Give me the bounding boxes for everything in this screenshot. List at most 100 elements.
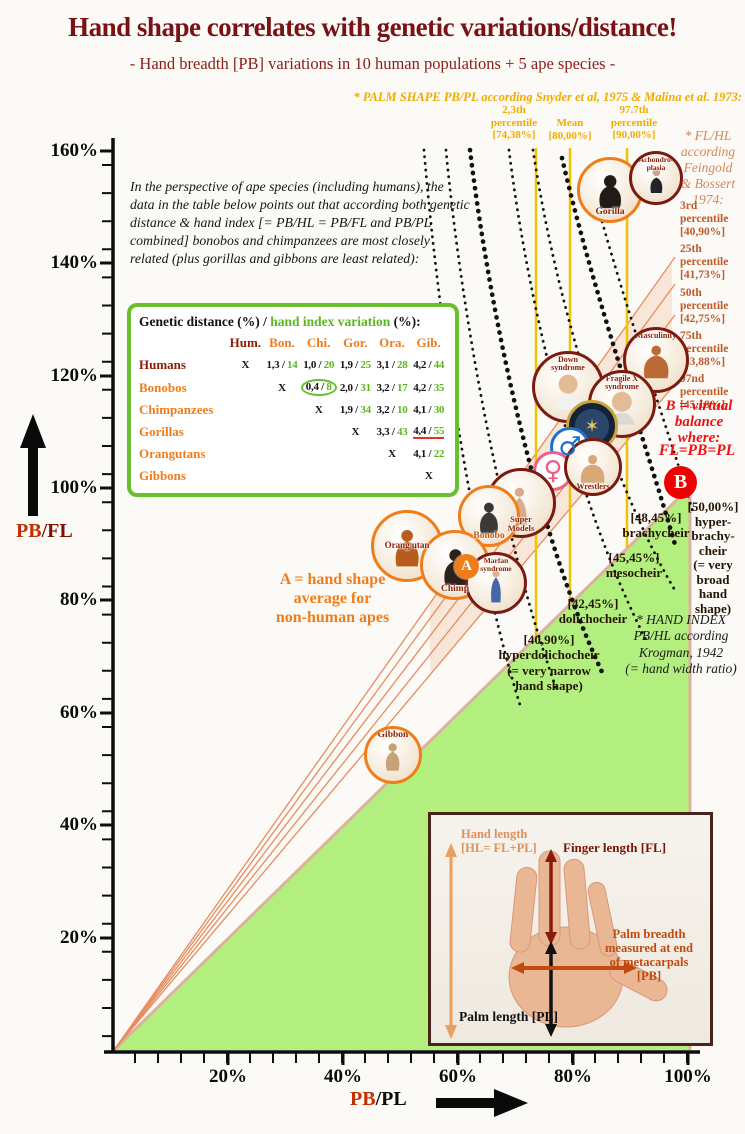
x-axis	[104, 1050, 700, 1065]
palm-length-arrow-icon	[545, 941, 557, 1037]
inset-hand-length-label: Hand length [HL= FL+PL]	[461, 827, 537, 855]
col-header-bon: Bon.	[269, 335, 295, 350]
y-tick-40: 40%	[60, 814, 98, 835]
row-label-gibbons: Gibbons	[139, 468, 186, 483]
a-note: A = hand shape average for non-human ape…	[275, 571, 390, 627]
table-cell-bonobo-chimp-circled: 0,4 / 8	[300, 379, 337, 396]
table-cell: 3,3 / 43	[376, 426, 408, 438]
gorilla-icon	[599, 175, 621, 209]
bubble-bonobo: Bonobo	[458, 485, 520, 547]
fl-hl-percentile-3rd: 3rd percentile [40,90%]	[680, 200, 729, 239]
table-cell: X	[388, 448, 396, 460]
hand-index-brachycheir: [48,45%] brachycheir	[622, 510, 690, 540]
y-axis-arrow-icon	[20, 414, 46, 516]
row-label-chimpanzees: Chimpanzees	[139, 402, 214, 417]
col-header-ora: Ora.	[379, 335, 405, 350]
hand-index-mesocheir: [45,45%] mesocheir	[605, 550, 663, 580]
table-cell: X	[278, 381, 286, 394]
table-cell: 1,9 / 25	[339, 359, 371, 371]
finger-length-arrow-icon	[545, 849, 557, 945]
row-label-bonobos: Bonobos	[139, 379, 187, 395]
page-subtitle: - Hand breadth [PB] variations in 10 hum…	[129, 54, 616, 73]
inset-finger-length-label: Finger length [FL]	[563, 840, 667, 855]
inset-palm-breadth-label: Palm breadth measured at end of metacarp…	[605, 927, 693, 983]
fl-hl-percentile-25th: 25th percentile [41,73%]	[680, 243, 729, 282]
x-tick-20: 20%	[209, 1066, 247, 1087]
y-tick-160: 160%	[50, 140, 99, 161]
fl-hl-percentile-75th: 75th percentile [43,88%]	[680, 330, 729, 369]
presidential-seal-icon: ✶	[584, 415, 600, 437]
male-icon: ♂	[558, 432, 582, 462]
gibbon-icon	[386, 743, 400, 772]
genetic-distance-table: Genetic distance (%) / hand index variat…	[127, 303, 459, 497]
hand-diagram	[445, 843, 668, 1039]
bubble-achondroplasia: Achondro- plasia	[629, 151, 683, 205]
table-cell-gorilla-gibbon-underlined: 4,4 / 55	[413, 425, 445, 439]
page-title: Hand shape correlates with genetic varia…	[68, 12, 677, 42]
row-label-humans: Humans	[139, 357, 186, 372]
col-header-chi: Chi.	[306, 335, 331, 350]
table-cell: 3,2 / 10	[376, 404, 408, 416]
fl-hl-percentile-97nd: 97nd percentile [45,18%]	[680, 373, 729, 412]
palm-shape-p97-label: 97.7th percentile [90,00%]	[610, 104, 658, 142]
x-tick-60: 60%	[439, 1066, 477, 1087]
x-tick-40: 40%	[324, 1066, 362, 1087]
y-tick-100: 100%	[50, 477, 99, 498]
hand-index-hyperdolichocheir-note: (= very narrow hand shape)	[507, 663, 591, 693]
marker-a: A	[454, 554, 479, 579]
col-header-gib: Gib.	[416, 335, 441, 350]
table-cell: 1,9 / 34	[339, 404, 371, 416]
y-tick-20: 20%	[60, 927, 98, 948]
table-cell: X	[314, 404, 323, 416]
col-header-hum: Hum.	[229, 335, 262, 350]
hand-index-dolichocheir: [42,45%] dolichocheir	[558, 596, 628, 626]
palm-shape-p2-label: 2,3th percentile [74,38%]	[490, 104, 538, 142]
palm-shape-heading: * PALM SHAPE PB/PL according Snyder et a…	[353, 90, 742, 104]
bonobo-icon	[480, 502, 498, 534]
table-cell: 1,0 / 20	[303, 359, 335, 371]
inset-palm-length-label: Palm length [PL]	[459, 1009, 558, 1024]
hand-index-hyperdolichocheir: [40,90%] hyperdolichocheir	[498, 632, 600, 662]
x-tick-80: 80%	[554, 1066, 592, 1087]
sumo-wrestler-icon	[581, 455, 605, 484]
table-cell: X	[424, 470, 433, 482]
fl-hl-note: * FL/HL according Feingold & Bossert 197…	[680, 128, 736, 207]
table-cell: 3,2 / 17	[376, 381, 408, 394]
hand-measurement-inset: Hand length [HL= FL+PL] Finger length [F…	[428, 812, 713, 1046]
col-header-gor: Gor.	[343, 335, 368, 350]
bubble-gibbon: Gibbon	[364, 726, 422, 784]
table-cell: X	[351, 426, 360, 438]
y-axis	[100, 138, 115, 1053]
intro-paragraph: In the perspective of ape species (inclu…	[130, 179, 470, 266]
row-label-orangutans: Orangutans	[139, 446, 206, 461]
b-note: B = virtual balance where:	[665, 398, 733, 447]
hand-length-arrow-icon	[445, 843, 457, 1039]
tall-person-icon	[491, 569, 501, 603]
table-cell: X	[241, 359, 250, 371]
y-tick-140: 140%	[50, 252, 99, 273]
hand-index-hyperbrachycheir: [50,00%] hyper- brachy- cheir (= very br…	[687, 499, 739, 616]
bubble-wrestlers: Wrestlers	[564, 438, 622, 496]
orangutan-icon	[395, 529, 419, 567]
table-cell: 4,2 / 44	[413, 359, 445, 371]
bubble-orangutan: Orang utan	[371, 510, 443, 582]
row-label-gorillas: Gorillas	[139, 424, 184, 439]
hand-index-krogman-note: * HAND INDEX PB/HL according Krogman, 19…	[625, 612, 737, 677]
marker-b: B	[664, 466, 697, 499]
y-tick-80: 80%	[60, 589, 98, 610]
bodybuilder-icon	[643, 345, 669, 379]
table-cell: 4,1 / 22	[413, 448, 445, 460]
table-cell: 1,3 / 14	[266, 359, 298, 371]
palm-breadth-arrow-icon	[511, 962, 637, 974]
fl-hl-percentile-50th: 50th percentile [42,75%]	[680, 287, 729, 326]
table-cell: 3,1 / 28	[376, 359, 408, 371]
table-cell: 2,0 / 31	[339, 381, 371, 394]
person-suit-icon	[650, 168, 662, 193]
x-axis-title: PB/PL	[350, 1088, 407, 1110]
table-title: Genetic distance (%) / hand index variat…	[139, 314, 421, 329]
y-tick-120: 120%	[50, 365, 99, 386]
palm-shape-mean-label: Mean [80,00%]	[548, 117, 592, 142]
y-axis-title: PB/FL	[16, 520, 73, 542]
female-icon: ♀	[543, 456, 563, 486]
